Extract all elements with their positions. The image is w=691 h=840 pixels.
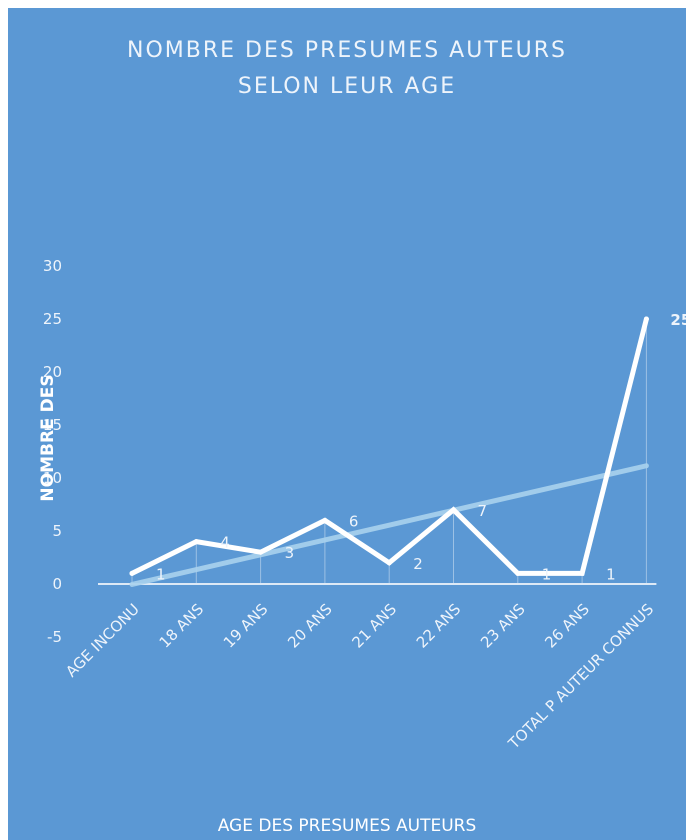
y-tick-label: 20 — [43, 363, 62, 381]
y-axis-label: NOMBRE DES — [38, 374, 58, 502]
y-tick-label: 10 — [43, 469, 62, 487]
x-axis-label: AGE DES PRESUMES AUTEURS — [217, 816, 477, 836]
data-point — [579, 570, 585, 576]
x-tick-label: AGE INCONU — [62, 600, 143, 681]
x-tick-label: 22 ANS — [413, 600, 465, 652]
data-point — [193, 539, 199, 545]
data-point — [322, 517, 328, 523]
data-label: 2 — [413, 555, 423, 573]
data-point — [258, 549, 264, 555]
trendline — [129, 463, 649, 587]
y-tick-label: 25 — [43, 310, 62, 328]
y-tick-label: 5 — [52, 522, 62, 540]
data-label: 1 — [156, 565, 166, 583]
x-tick-label: 21 ANS — [349, 600, 401, 652]
x-tick-label: 23 ANS — [477, 600, 529, 652]
x-tick-label: 19 ANS — [220, 600, 272, 652]
data-point — [451, 507, 456, 513]
y-tick-label: 15 — [43, 416, 62, 434]
data-point — [515, 570, 521, 576]
data-label: 25 — [670, 311, 686, 329]
x-tick-label: 26 ANS — [541, 600, 593, 652]
chart-title-line-1: NOMBRE DES PRESUMES AUTEURS — [126, 38, 568, 63]
data-point — [129, 570, 135, 576]
data-point — [386, 560, 392, 566]
data-label: 1 — [606, 565, 616, 583]
x-tick-label: 18 ANS — [156, 600, 208, 652]
x-tick-label: 20 ANS — [284, 600, 336, 652]
data-label: 3 — [285, 544, 295, 562]
data-label: 1 — [542, 565, 552, 583]
chart-title-line-2: SELON LEUR AGE — [237, 74, 457, 99]
data-label: 7 — [478, 502, 488, 520]
y-tick-label: 0 — [52, 575, 62, 593]
data-label: 6 — [349, 512, 359, 530]
data-point — [643, 316, 649, 322]
series-line — [129, 316, 649, 576]
y-tick-label: 30 — [43, 257, 62, 275]
data-label: 4 — [220, 534, 230, 552]
y-tick-label: -5 — [47, 628, 62, 646]
chart-panel: NOMBRE DES PRESUMES AUTEURS SELON LEUR A… — [8, 8, 686, 840]
